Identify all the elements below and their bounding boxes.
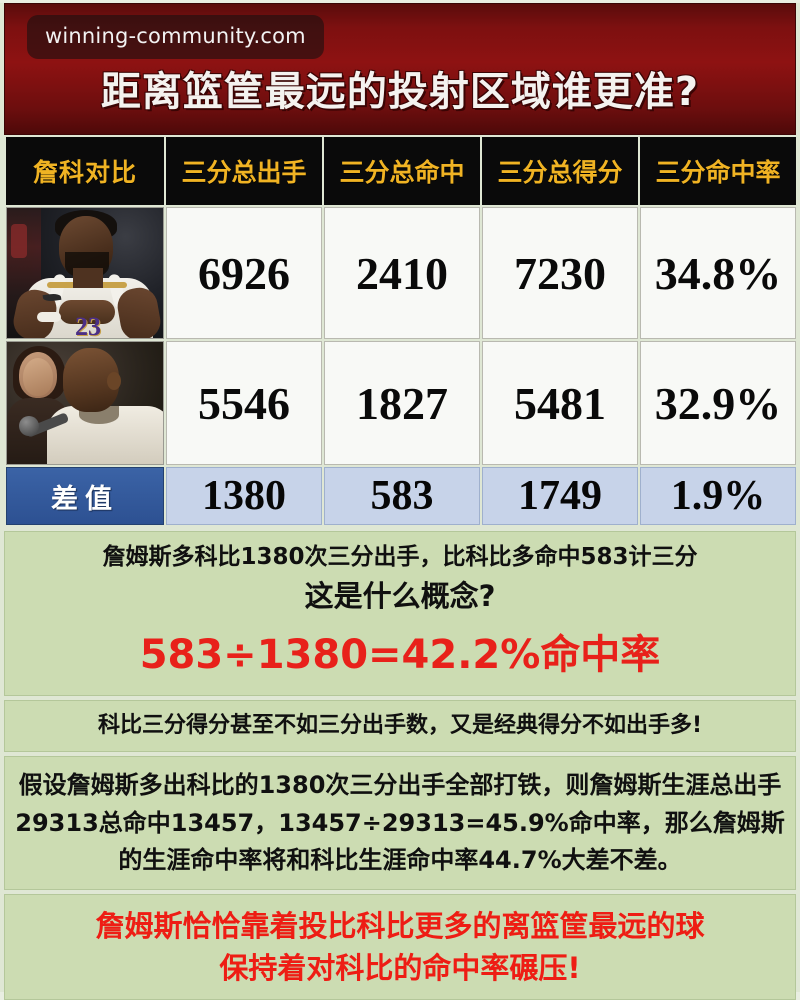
hypothesis-text: 假设詹姆斯多出科比的1380次三分出手全部打铁，则詹姆斯生涯总出手29313总命… <box>15 771 785 874</box>
kobe-photo-art <box>7 342 163 464</box>
stats-table: 詹科对比 三分总出手 三分总命中 三分总得分 三分命中率 <box>4 135 798 527</box>
watermark-label: winning-community.com <box>27 15 324 59</box>
analysis-formula: 583÷1380=42.2%命中率 <box>139 631 661 678</box>
jersey-number: 23 <box>75 312 101 339</box>
commentary-panel-note: 科比三分得分甚至不如三分出手数，又是经典得分不如出手多! <box>4 699 796 753</box>
page-title: 距离篮筐最远的投射区域谁更准? <box>100 69 700 115</box>
kobe-makes-value: 1827 <box>324 341 480 465</box>
table-row: 5546 1827 5481 32.9% <box>6 341 796 465</box>
difference-points-value: 1749 <box>482 467 638 525</box>
column-header-makes: 三分总命中 <box>324 137 480 205</box>
difference-attempts-value: 1380 <box>166 467 322 525</box>
lebron-attempts-value: 6926 <box>166 207 322 339</box>
lebron-percentage-value: 34.8% <box>640 207 796 339</box>
difference-row: 差值 1380 583 1749 1.9% <box>6 467 796 525</box>
column-header-comparison: 詹科对比 <box>6 137 164 205</box>
analysis-question: 这是什么概念? <box>304 579 496 614</box>
column-header-points: 三分总得分 <box>482 137 638 205</box>
lebron-makes-value: 2410 <box>324 207 480 339</box>
infographic-page: winning-community.com 距离篮筐最远的投射区域谁更准? 詹科… <box>0 3 800 1000</box>
kobe-percentage-value: 32.9% <box>640 341 796 465</box>
stats-table-wrapper: 詹科对比 三分总出手 三分总命中 三分总得分 三分命中率 <box>4 135 796 527</box>
lebron-james-photo: 23 <box>6 207 164 339</box>
table-row: 23 6926 2410 7230 34.8% <box>6 207 796 339</box>
commentary-panel-analysis: 詹姆斯多科比1380次三分出手，比科比多命中583计三分 这是什么概念? 583… <box>4 531 796 696</box>
kobe-points-value: 5481 <box>482 341 638 465</box>
difference-makes-value: 583 <box>324 467 480 525</box>
title-banner: winning-community.com 距离篮筐最远的投射区域谁更准? <box>4 3 796 135</box>
column-header-percentage: 三分命中率 <box>640 137 796 205</box>
commentary-panel-hypothesis: 假设詹姆斯多出科比的1380次三分出手全部打铁，则詹姆斯生涯总出手29313总命… <box>4 756 796 890</box>
note-text: 科比三分得分甚至不如三分出手数，又是经典得分不如出手多! <box>97 712 703 738</box>
column-header-attempts: 三分总出手 <box>166 137 322 205</box>
kobe-bryant-photo <box>6 341 164 465</box>
lebron-points-value: 7230 <box>482 207 638 339</box>
conclusion-line-1: 詹姆斯恰恰靠着投比科比更多的离篮筐最远的球 <box>95 908 705 943</box>
analysis-line-1: 詹姆斯多科比1380次三分出手，比科比多命中583计三分 <box>102 544 698 570</box>
difference-label: 差值 <box>6 467 164 525</box>
table-header-row: 詹科对比 三分总出手 三分总命中 三分总得分 三分命中率 <box>6 137 796 205</box>
conclusion-line-2: 保持着对科比的命中率碾压! <box>219 950 581 985</box>
kobe-attempts-value: 5546 <box>166 341 322 465</box>
commentary-section: 詹姆斯多科比1380次三分出手，比科比多命中583计三分 这是什么概念? 583… <box>4 531 796 1000</box>
lebron-photo-art: 23 <box>7 208 163 338</box>
commentary-panel-conclusion: 詹姆斯恰恰靠着投比科比更多的离篮筐最远的球 保持着对科比的命中率碾压! <box>4 893 796 1000</box>
difference-percentage-value: 1.9% <box>640 467 796 525</box>
